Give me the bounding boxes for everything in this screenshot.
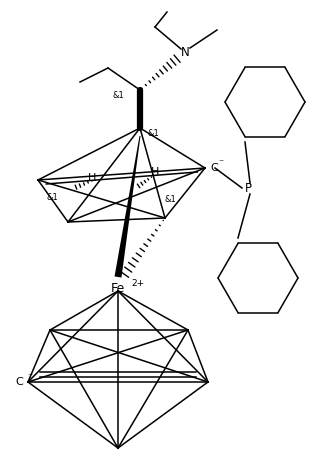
- Text: C: C: [210, 163, 218, 173]
- Text: ⁻: ⁻: [218, 158, 223, 168]
- Text: Fe: Fe: [111, 281, 125, 294]
- Text: N: N: [181, 45, 189, 59]
- Text: 2+: 2+: [131, 279, 144, 287]
- Text: H: H: [151, 167, 159, 177]
- Text: &1: &1: [164, 195, 176, 205]
- Text: H: H: [88, 173, 96, 183]
- Polygon shape: [115, 136, 140, 278]
- Text: &1: &1: [46, 194, 58, 202]
- Text: ⁻: ⁻: [27, 372, 32, 382]
- Text: P: P: [244, 182, 251, 195]
- Text: C: C: [15, 377, 23, 387]
- Text: &1: &1: [148, 128, 160, 138]
- Text: &1: &1: [112, 91, 124, 99]
